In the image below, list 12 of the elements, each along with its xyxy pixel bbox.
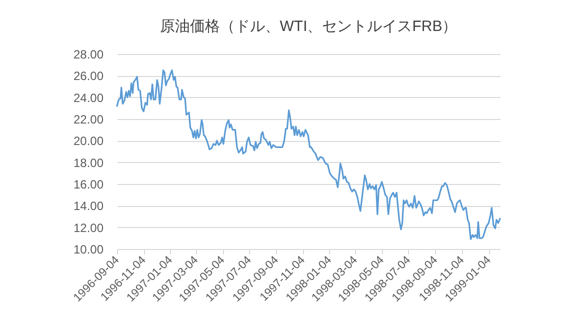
y-tick-label: 10.00 bbox=[73, 242, 104, 256]
y-tick-label: 28.00 bbox=[73, 48, 104, 62]
line-series bbox=[116, 69, 501, 240]
y-tick-label: 22.00 bbox=[73, 112, 104, 126]
y-tick-label: 18.00 bbox=[73, 156, 104, 170]
y-tick-label: 16.00 bbox=[73, 178, 104, 192]
y-tick-label: 26.00 bbox=[73, 69, 104, 84]
chart-title: 原油価格（ドル、WTI、セントルイスFRB） bbox=[160, 18, 458, 35]
y-tick-label: 20.00 bbox=[73, 134, 104, 148]
y-tick-label: 24.00 bbox=[73, 90, 104, 105]
y-tick-label: 14.00 bbox=[73, 199, 104, 214]
y-tick-label: 12.00 bbox=[73, 220, 104, 235]
